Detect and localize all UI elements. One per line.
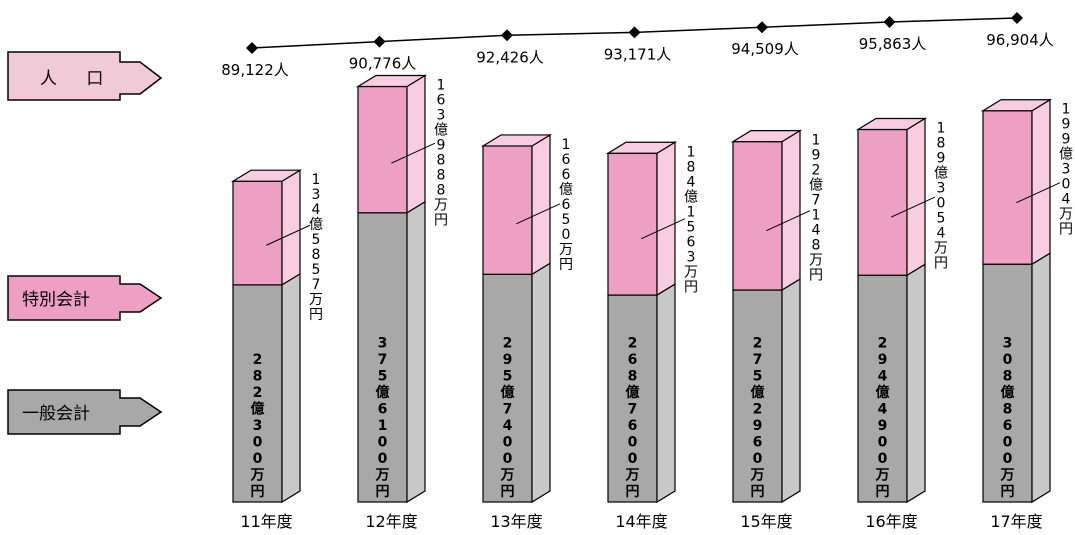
- special-leader-line: [516, 203, 561, 225]
- bar-special-side: [656, 141, 676, 297]
- special-leader-line: [266, 224, 311, 246]
- bar-special-side: [1031, 98, 1051, 266]
- bar-special-side: [281, 169, 301, 286]
- bar-special-front: [982, 110, 1033, 265]
- special-value-label: 1 8 4 億 1 5 6 3 万円: [684, 144, 698, 295]
- population-value-label: 90,776人: [349, 55, 417, 73]
- bar-group: [230, 169, 303, 504]
- bar-special-top: [480, 134, 553, 147]
- bar-special-top: [730, 130, 803, 143]
- population-value-label: 95,863人: [859, 35, 927, 53]
- general-value-label: 3 7 5 億 6 1 0 0 万円: [375, 336, 390, 501]
- population-point: [501, 29, 513, 42]
- value-labels-layer: 2 8 2 億 3 0 0 万円 1 3 4 億 5 8 5 7 万円 3 7 5 億 6 1 0 0 万円 1 6 3 億 9 8 8 8 万円 2…: [250, 78, 1074, 500]
- legend-general-arrow: [7, 389, 163, 435]
- legend-general: 一般会計: [7, 389, 163, 435]
- population-point: [246, 42, 258, 54]
- population-point: [1011, 12, 1023, 24]
- legend-population: 人 口: [7, 51, 163, 101]
- bar-special-side: [406, 74, 426, 214]
- bar-special-front: [857, 128, 908, 276]
- year-label: 14年度: [615, 512, 667, 531]
- bar-group: [605, 141, 678, 504]
- bar-special-top: [230, 169, 303, 182]
- legend: 人 口 特別会計 一般会計: [7, 51, 163, 435]
- bar-special-front: [232, 180, 283, 286]
- special-leader-line: [1016, 182, 1061, 204]
- year-label: 11年度: [240, 512, 292, 531]
- general-value-label: 2 9 4 億 4 9 0 0 万円: [875, 336, 890, 501]
- bar-group: [980, 98, 1053, 504]
- bar-special-front: [482, 145, 533, 275]
- population-point: [883, 16, 896, 29]
- year-label: 16年度: [865, 512, 917, 531]
- bar-general-side: [406, 200, 426, 504]
- special-value-label: 1 3 4 億 5 8 5 7 万円: [309, 172, 323, 323]
- bar-group: [855, 117, 928, 504]
- special-leader-line: [891, 196, 936, 218]
- year-label: 15年度: [740, 512, 792, 531]
- special-value-label: 1 8 9 億 3 0 5 4 万円: [934, 120, 948, 271]
- bar-special-side: [781, 129, 801, 292]
- general-value-label: 2 8 2 億 3 0 0 万円: [250, 352, 265, 500]
- population-point: [756, 21, 768, 34]
- bar-special-side: [906, 117, 926, 277]
- population-value-label: 89,122人: [221, 61, 289, 79]
- legend-special-label: 特別会計: [22, 290, 90, 310]
- bar-general-side: [281, 272, 301, 504]
- special-leader-line: [391, 142, 436, 164]
- bar-general-front: [982, 263, 1033, 503]
- special-value-label: 1 6 6 億 6 5 0 万円: [559, 137, 573, 273]
- special-value-label: 1 9 9 億 3 0 4 万円: [1059, 102, 1073, 238]
- bar-special-front: [607, 152, 658, 296]
- population-layer: 89,122人 90,776人 92,426人 93,171人 94,509人 95,86…: [221, 12, 1054, 79]
- population-value-label: 96,904人: [986, 31, 1054, 49]
- special-value-label: 1 6 3 億 9 8 8 8 万円: [434, 78, 448, 229]
- bar-general-side: [531, 262, 551, 504]
- bar-general-side: [781, 277, 801, 504]
- bar-group: [480, 133, 553, 504]
- bar-special-side: [531, 133, 551, 276]
- bar-general-front: [482, 273, 533, 503]
- bar-general-side: [656, 282, 676, 504]
- general-value-label: 2 7 5 億 2 9 6 0 万円: [750, 336, 765, 501]
- special-leader-line: [766, 210, 811, 232]
- general-value-label: 2 6 8 億 7 6 0 0 万円: [625, 336, 640, 501]
- legend-special-arrow: [7, 275, 163, 321]
- legend-general-label: 一般会計: [22, 404, 90, 424]
- population-value-label: 94,509人: [731, 40, 799, 58]
- population-value-label: 93,171人: [604, 45, 672, 63]
- bar-special-top: [355, 74, 428, 88]
- year-labels-layer: 11年度 12年度 13年度 14年度 15年度 16年度 17年度: [240, 512, 1042, 531]
- bar-special-front: [357, 85, 408, 214]
- special-value-label: 1 9 2 億 7 1 4 8 万円: [809, 133, 823, 284]
- bar-group: [355, 74, 428, 504]
- population-point: [373, 35, 386, 48]
- legend-population-label: 人 口: [40, 69, 115, 89]
- population-point: [628, 26, 641, 39]
- bar-special-top: [605, 141, 678, 154]
- bars-layer: [230, 74, 1053, 504]
- bar-group: [730, 129, 803, 504]
- special-leader-line: [641, 218, 686, 240]
- population-value-label: 92,426人: [476, 48, 544, 66]
- year-label: 12年度: [365, 512, 417, 531]
- year-label: 13年度: [490, 512, 542, 531]
- general-value-label: 2 9 5 億 7 4 0 0 万円: [500, 336, 515, 501]
- bar-special-top: [980, 99, 1053, 112]
- year-label: 17年度: [990, 512, 1042, 531]
- bar-special-top: [855, 117, 928, 131]
- bar-special-front: [732, 141, 783, 291]
- legend-population-arrow: [7, 51, 163, 101]
- legend-special: 特別会計: [7, 275, 163, 321]
- general-value-label: 3 0 8 億 8 6 0 0 万円: [1000, 336, 1015, 501]
- bar-general-side: [906, 263, 926, 504]
- bar-general-front: [357, 212, 408, 503]
- bar-general-side: [1031, 252, 1051, 504]
